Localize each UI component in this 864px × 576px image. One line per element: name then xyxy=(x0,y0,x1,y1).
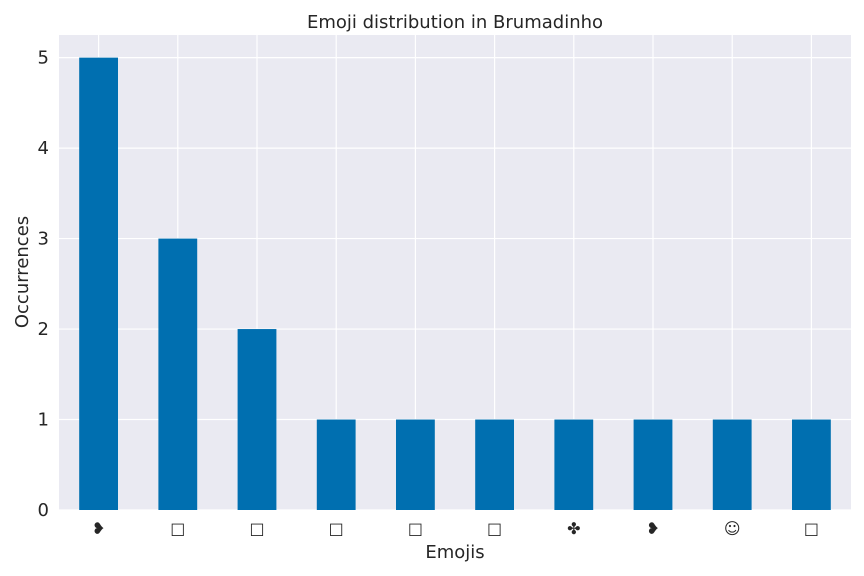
x-tick-label: ❥ xyxy=(646,519,659,538)
bar-1 xyxy=(158,238,198,511)
y-tick-label: 0 xyxy=(38,500,49,521)
x-tick-label: ☺ xyxy=(724,519,741,538)
y-tick-label: 4 xyxy=(38,138,49,159)
x-axis-ticks: ❥ □ □ □ □ □ ✤ ❥ ☺ □ xyxy=(92,519,819,538)
bar-8 xyxy=(712,419,752,510)
bar-9 xyxy=(791,419,831,510)
bar-7 xyxy=(633,419,673,510)
x-tick-label: □ xyxy=(170,519,185,538)
chart-title: Emoji distribution in Brumadinho xyxy=(307,12,603,33)
y-axis-label: Occurrences xyxy=(12,216,33,328)
y-tick-label: 3 xyxy=(38,229,49,250)
x-tick-label: □ xyxy=(249,519,264,538)
x-tick-label: □ xyxy=(329,519,344,538)
bars xyxy=(79,57,831,511)
bar-4 xyxy=(395,419,435,510)
x-tick-label: □ xyxy=(487,519,502,538)
y-tick-label: 2 xyxy=(38,319,49,340)
x-tick-label: ✤ xyxy=(567,519,580,538)
x-axis-label: Emojis xyxy=(425,542,484,563)
y-tick-label: 1 xyxy=(38,410,49,431)
x-tick-label: □ xyxy=(408,519,423,538)
bar-5 xyxy=(475,419,515,510)
x-tick-label: □ xyxy=(804,519,819,538)
y-axis-ticks: 0 1 2 3 4 5 xyxy=(38,48,49,521)
bar-2 xyxy=(237,329,277,510)
bar-3 xyxy=(316,419,356,510)
bar-6 xyxy=(554,419,594,510)
x-tick-label: ❥ xyxy=(92,519,105,538)
y-tick-label: 5 xyxy=(38,48,49,69)
bar-0 xyxy=(79,57,119,510)
